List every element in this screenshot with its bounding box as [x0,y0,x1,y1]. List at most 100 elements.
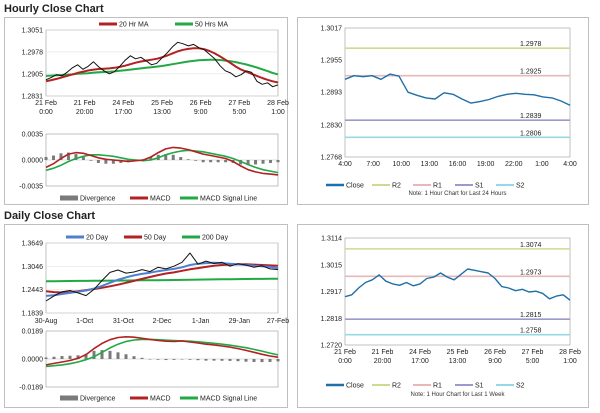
legend-s2-label: S2 [516,383,525,390]
x-tick-label: 24 Feb 17:00 [409,349,431,365]
divergence-bar [252,359,256,362]
legend-r1-label: R1 [433,183,442,190]
x-tick-label: 19:00 [477,161,495,168]
divergence-bar [59,153,63,160]
divergence-bar [148,359,152,360]
x-tick-label: 4:00 [563,161,577,168]
pivot-r1-label: 1.2925 [520,69,542,76]
macd-line [45,335,279,366]
legend-r1-label: R1 [433,383,442,390]
divergence-bar [92,350,96,359]
divergence-bar [108,350,112,359]
y-tick-label: 1.2917 [321,289,343,296]
x-tick-label: 28 Feb 1:00 [267,100,289,116]
y-tick-label: 1.2768 [321,155,343,162]
pivot-r2-label: 1.2978 [520,41,542,48]
macd-line [45,146,279,176]
legend-macd-label: MACD [150,196,171,203]
divergence-bar [111,160,115,164]
x-tick-label: 21 Feb 20:00 [372,349,394,365]
y-tick-label: 0.0000 [22,158,44,165]
x-tick-label: 16:00 [449,161,467,168]
hourly-section-title: Hourly Close Chart [4,3,104,15]
y-tick-label: 0.0000 [22,357,44,364]
x-tick-label: 31-Oct [113,318,134,325]
y-tick-label: 1.2955 [321,58,343,65]
legend-macd-signal-label: MACD Signal Line [200,196,257,203]
x-tick-label: 27 Feb 5:00 [522,349,544,365]
divergence-bar [84,353,88,359]
x-tick-label: 25 Feb 13:00 [447,349,469,365]
hourly-macd-chart: 0.0035 0.0000 -0.0035 Divergence MACD MACD Si… [19,132,280,203]
hourly-ma-panel [4,17,288,205]
divergence-bar [209,160,213,163]
y-tick-label: -0.0035 [19,184,43,191]
divergence-bar [44,157,48,160]
divergence-bar [100,350,104,359]
pivot-s1-label: 1.2839 [520,113,542,120]
x-tick-label: 4:00 [338,161,352,168]
x-tick-label: 7:00 [366,161,380,168]
x-tick-label: 27-Feb [267,318,289,325]
legend-s2-label: S2 [516,183,525,190]
divergence-bar [246,160,250,166]
divergence-bar [188,359,192,360]
divergence-bar [180,359,184,360]
x-tick-label: 21 Feb 20:00 [74,100,96,116]
y-tick-label: 1.2443 [22,287,44,294]
divergence-bar [96,160,100,163]
divergence-bar [224,160,228,163]
y-tick-label: 1.3046 [22,264,44,271]
divergence-bar [228,359,232,361]
divergence-bar [220,359,224,361]
legend-50hrs-ma-label: 50 Hrs MA [195,22,228,29]
ma50-line [45,58,279,77]
divergence-bar [164,154,168,160]
y-tick-label: 0.0035 [22,132,44,139]
legend-macd-label: MACD [150,396,171,403]
chart-note: Note: 1 Hour Chart for Last 1 Week [411,392,506,398]
divergence-bar [254,160,258,165]
pivot-r2-label: 1.3074 [520,242,542,249]
legend-divergence-label: Divergence [80,396,116,403]
divergence-bar [68,355,72,359]
legend-r2-label: R2 [392,383,401,390]
y-tick-label: 1.2978 [22,49,44,56]
x-tick-label: 24 Feb 17:00 [112,100,134,116]
close-line [45,41,279,88]
legend-close-label: Close [346,183,364,190]
y-tick-label: 1.2831 [22,94,44,101]
divergence-bar [260,359,264,363]
divergence-bar [171,154,175,160]
y-tick-label: 1.2893 [321,90,343,97]
divergence-bar [172,359,176,360]
y-tick-label: 0.0189 [22,329,44,336]
divergence-bar [76,355,80,359]
divergence-bar [261,160,265,164]
signal-line [45,338,279,368]
divergence-bar [60,356,64,359]
close-line [344,73,571,106]
plot-frame [344,27,571,158]
chart-note: Note: 1 Hour Chart for Last 24 Hours [408,191,506,197]
x-tick-label: 29-Jan [229,318,251,325]
divergence-bar [236,359,240,362]
x-tick-label: 25 Feb 13:00 [151,100,173,116]
y-tick-label: 1.3114 [321,236,342,243]
divergence-bar [74,154,78,160]
divergence-bar [201,160,205,163]
daily-ma-panel [4,224,288,408]
divergence-bar [104,160,108,164]
legend-macd-signal-label: MACD Signal Line [200,396,257,403]
x-tick-label: 21 Feb 0:00 [334,349,356,365]
close-line [45,252,279,302]
divergence-bar [140,357,144,359]
pivot-s2-label: 1.2758 [520,328,542,335]
ma200-line [46,277,279,283]
divergence-bar [52,356,56,359]
legend-200-day-label: 200 Day [202,235,229,242]
x-tick-label: 1-Oct [76,318,93,325]
legend-r2-label: R2 [392,183,401,190]
x-tick-label: 1:00 [535,161,549,168]
